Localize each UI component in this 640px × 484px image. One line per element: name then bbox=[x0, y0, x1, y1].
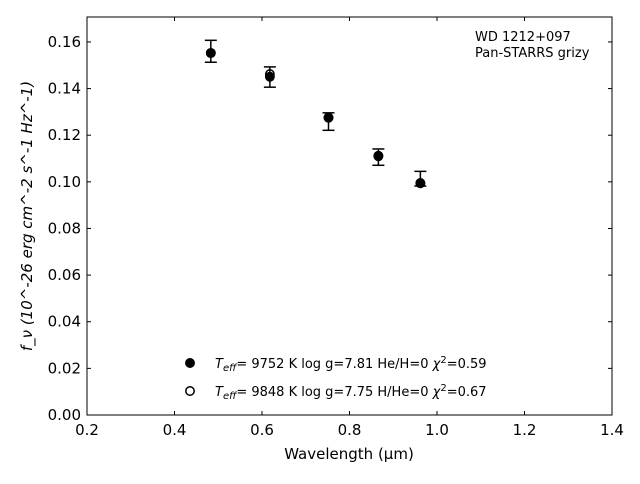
x-tick-label: 1.0 bbox=[425, 421, 449, 439]
y-tick-label: 0.06 bbox=[48, 266, 81, 284]
y-axis-label: f_ν (10^-26 erg cm^-2 s^-1 Hz^-1) bbox=[18, 81, 37, 351]
plot-frame bbox=[86, 16, 613, 416]
open-model-point bbox=[264, 69, 275, 80]
x-tick-label: 0.4 bbox=[163, 421, 187, 439]
open-model-point bbox=[205, 47, 216, 58]
y-tick-label: 0.08 bbox=[48, 219, 81, 237]
y-tick-label: 0.16 bbox=[48, 33, 81, 51]
open-model-point bbox=[373, 151, 384, 162]
y-tick-label: 0.10 bbox=[48, 173, 81, 191]
y-tick-label: 0.02 bbox=[48, 359, 81, 377]
open-model-point bbox=[323, 112, 334, 123]
x-axis-label: Wavelength (μm) bbox=[284, 445, 414, 463]
open-model-point bbox=[415, 178, 426, 188]
annotation-line-2: Pan-STARRS grizy bbox=[475, 46, 590, 61]
x-tick-label: 0.2 bbox=[75, 421, 99, 439]
legend-marker bbox=[185, 386, 195, 396]
annotation-line-1: WD 1212+097 bbox=[475, 30, 571, 45]
x-tick-label: 1.2 bbox=[513, 421, 537, 439]
legend-entry: Teff= 9848 K log g=7.75 H/He=0 χ2=0.67 bbox=[215, 383, 487, 402]
y-tick-label: 0.14 bbox=[48, 80, 81, 98]
y-tick-label: 0.12 bbox=[48, 126, 81, 144]
x-tick-label: 0.8 bbox=[338, 421, 362, 439]
y-tick-label: 0.04 bbox=[48, 313, 81, 331]
legend-entry: Teff= 9752 K log g=7.81 He/H=0 χ2=0.59 bbox=[215, 355, 487, 374]
y-tick-label: 0.00 bbox=[48, 406, 81, 424]
legend: Teff= 9752 K log g=7.81 He/H=0 χ2=0.59 Te… bbox=[185, 355, 487, 402]
x-tick-label: 0.6 bbox=[250, 421, 274, 439]
x-tick-label: 1.4 bbox=[600, 421, 624, 439]
legend-marker bbox=[185, 358, 195, 368]
